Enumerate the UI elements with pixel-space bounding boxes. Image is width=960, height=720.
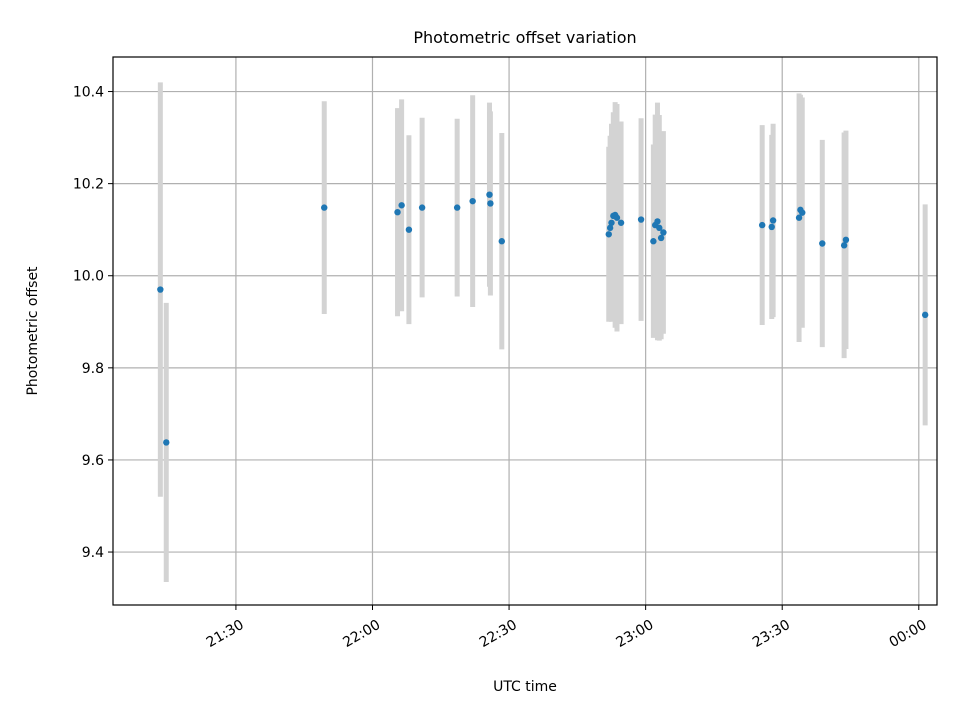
y-tick-label: 10.4: [73, 85, 104, 101]
y-axis-label: Photometric offset: [25, 266, 41, 396]
data-point: [163, 439, 170, 446]
data-point: [453, 204, 461, 211]
data-point: [498, 238, 505, 245]
data-point: [608, 219, 615, 226]
x-axis-label: UTC time: [493, 679, 557, 695]
data-point: [840, 242, 848, 249]
data-point: [606, 224, 614, 232]
data-point: [469, 197, 476, 205]
y-axis-ticks: 9.4 9.6 9.8 10.0 10.2 10.4: [73, 85, 113, 561]
chart-title: Photometric offset variation: [413, 28, 636, 47]
data-point: [842, 236, 850, 244]
data-point: [769, 217, 777, 224]
data-point: [394, 208, 401, 216]
data-points: [157, 191, 929, 446]
data-point: [656, 224, 663, 232]
y-tick-label: 10.2: [73, 177, 104, 193]
y-tick-label: 9.6: [82, 453, 104, 469]
data-point: [799, 209, 806, 216]
data-point: [398, 202, 405, 209]
data-point: [487, 200, 494, 207]
plot-frame: [112, 56, 938, 606]
data-point: [157, 286, 164, 293]
y-tick-label: 10.0: [73, 269, 104, 285]
data-point: [768, 223, 775, 231]
data-point: [637, 216, 645, 223]
data-point: [758, 221, 766, 229]
data-point: [819, 240, 826, 247]
data-point: [321, 204, 328, 211]
y-tick-label: 9.4: [82, 545, 104, 561]
data-point: [654, 218, 661, 225]
data-point: [921, 311, 929, 319]
data-point: [660, 229, 667, 236]
data-point: [418, 204, 426, 211]
y-tick-label: 9.8: [82, 361, 104, 377]
data-point: [617, 219, 625, 226]
data-point: [650, 238, 657, 245]
data-point: [657, 234, 665, 242]
data-point: [795, 214, 803, 221]
data-point: [613, 214, 621, 221]
data-point: [405, 226, 413, 233]
data-point: [486, 191, 493, 198]
data-point: [605, 231, 612, 238]
